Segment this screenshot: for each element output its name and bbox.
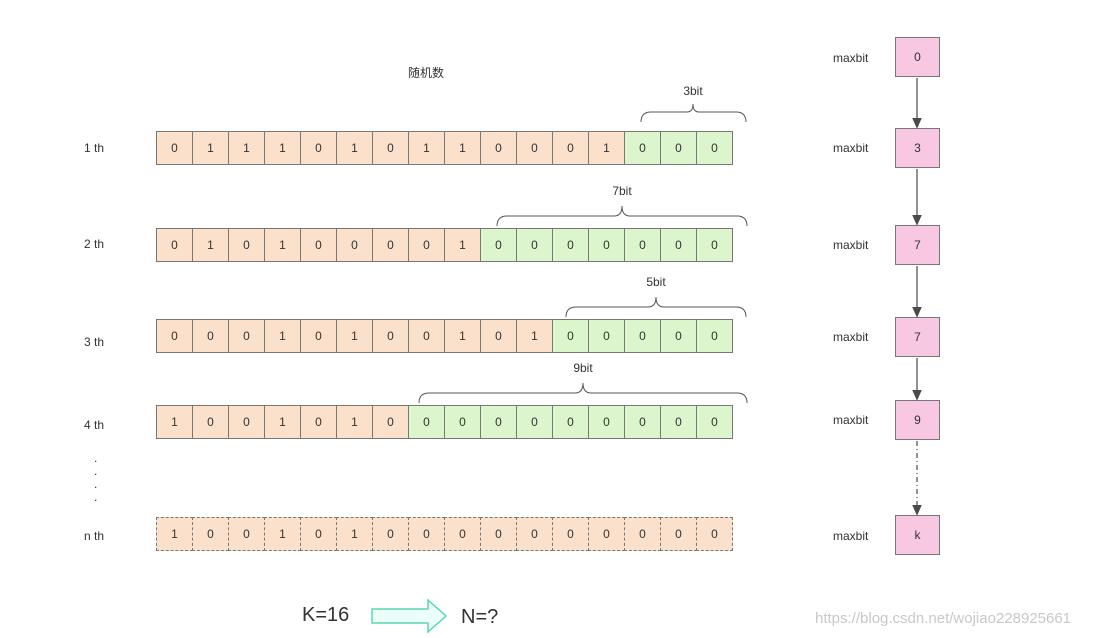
bit-cell: 0 <box>444 517 481 551</box>
bit-cell: 1 <box>264 319 301 353</box>
maxbit-label-2: maxbit <box>833 141 869 155</box>
maxbit-box-1: 0 <box>895 37 940 77</box>
bit-cell: 0 <box>696 228 733 262</box>
row-label-2: 2 th <box>84 237 105 251</box>
bit-cell: 0 <box>696 405 733 439</box>
bit-cell: 0 <box>300 405 337 439</box>
brace-1 <box>640 103 747 123</box>
bit-cell: 0 <box>696 319 733 353</box>
maxbit-box-2: 3 <box>895 128 940 168</box>
bit-cell: 0 <box>696 517 733 551</box>
bit-cell: 0 <box>444 405 481 439</box>
bit-cell: 0 <box>228 405 265 439</box>
maxbit-label-k: maxbit <box>833 529 869 543</box>
bit-cell: 0 <box>516 405 553 439</box>
row-label-n: n th <box>84 529 105 543</box>
bit-cell: 1 <box>192 228 229 262</box>
formula-right: N=? <box>461 606 499 628</box>
maxbit-label-1: maxbit <box>833 51 869 65</box>
bit-cell: 0 <box>228 319 265 353</box>
bit-cell: 0 <box>480 131 517 165</box>
bit-cell: 0 <box>192 319 229 353</box>
bit-cell: 0 <box>588 405 625 439</box>
brace-label-3: 5bit <box>646 275 666 289</box>
brace-label-1: 3bit <box>683 84 703 98</box>
bit-cell: 0 <box>552 405 589 439</box>
row-ellipsis: . . . . <box>94 451 98 504</box>
diagram-title: 随机数 <box>408 66 445 80</box>
bit-cell: 0 <box>588 228 625 262</box>
bit-cell: 1 <box>156 405 193 439</box>
brace-4 <box>418 382 748 404</box>
row-label-3: 3 th <box>84 335 105 349</box>
formula-left: K=16 <box>302 604 350 626</box>
hollow-arrow <box>371 598 448 634</box>
bit-cell: 0 <box>660 517 697 551</box>
row-label-4: 4 th <box>84 418 105 432</box>
bit-cell: 0 <box>660 228 697 262</box>
maxbit-box-k: k <box>895 515 940 555</box>
bit-cell: 1 <box>336 405 373 439</box>
bit-cell: 0 <box>624 319 661 353</box>
row-label-1: 1 th <box>84 141 105 155</box>
bit-cell: 0 <box>372 319 409 353</box>
bit-cell: 1 <box>264 517 301 551</box>
maxbit-label-3: maxbit <box>833 238 869 252</box>
bit-cell: 0 <box>372 405 409 439</box>
bit-cell: 0 <box>408 405 445 439</box>
bit-cell: 0 <box>588 319 625 353</box>
bit-cell: 0 <box>228 228 265 262</box>
bit-cell: 0 <box>516 131 553 165</box>
bit-cell: 0 <box>300 517 337 551</box>
bit-cell: 1 <box>588 131 625 165</box>
bit-cell: 0 <box>660 131 697 165</box>
bit-cell: 0 <box>336 228 373 262</box>
bit-cell: 0 <box>552 517 589 551</box>
bit-cell: 1 <box>192 131 229 165</box>
bit-cell: 1 <box>336 517 373 551</box>
bit-cell: 1 <box>264 405 301 439</box>
bit-cell: 0 <box>624 131 661 165</box>
bit-cell: 1 <box>228 131 265 165</box>
maxbit-label-5: maxbit <box>833 413 869 427</box>
bit-cell: 0 <box>156 228 193 262</box>
brace-label-2: 7bit <box>612 184 632 198</box>
bit-cell: 1 <box>264 228 301 262</box>
brace-2 <box>496 205 748 227</box>
bit-cell: 0 <box>696 131 733 165</box>
bit-cell: 0 <box>372 131 409 165</box>
bit-cell: 0 <box>372 517 409 551</box>
bit-cell: 0 <box>372 228 409 262</box>
bit-cell: 1 <box>444 319 481 353</box>
bit-cell: 1 <box>336 131 373 165</box>
brace-label-4: 9bit <box>573 361 593 375</box>
maxbit-label-4: maxbit <box>833 330 869 344</box>
bit-cell: 0 <box>408 228 445 262</box>
bit-cell: 0 <box>300 319 337 353</box>
watermark: https://blog.csdn.net/wojiao228925661 <box>815 610 1072 627</box>
bit-cell: 0 <box>156 319 193 353</box>
bit-cell: 1 <box>516 319 553 353</box>
bit-cell: 0 <box>624 228 661 262</box>
bit-cell: 0 <box>624 517 661 551</box>
bit-cell: 0 <box>480 517 517 551</box>
brace-3 <box>565 296 747 318</box>
bit-cell: 0 <box>552 131 589 165</box>
bit-cell: 0 <box>516 228 553 262</box>
bit-cell: 0 <box>516 517 553 551</box>
